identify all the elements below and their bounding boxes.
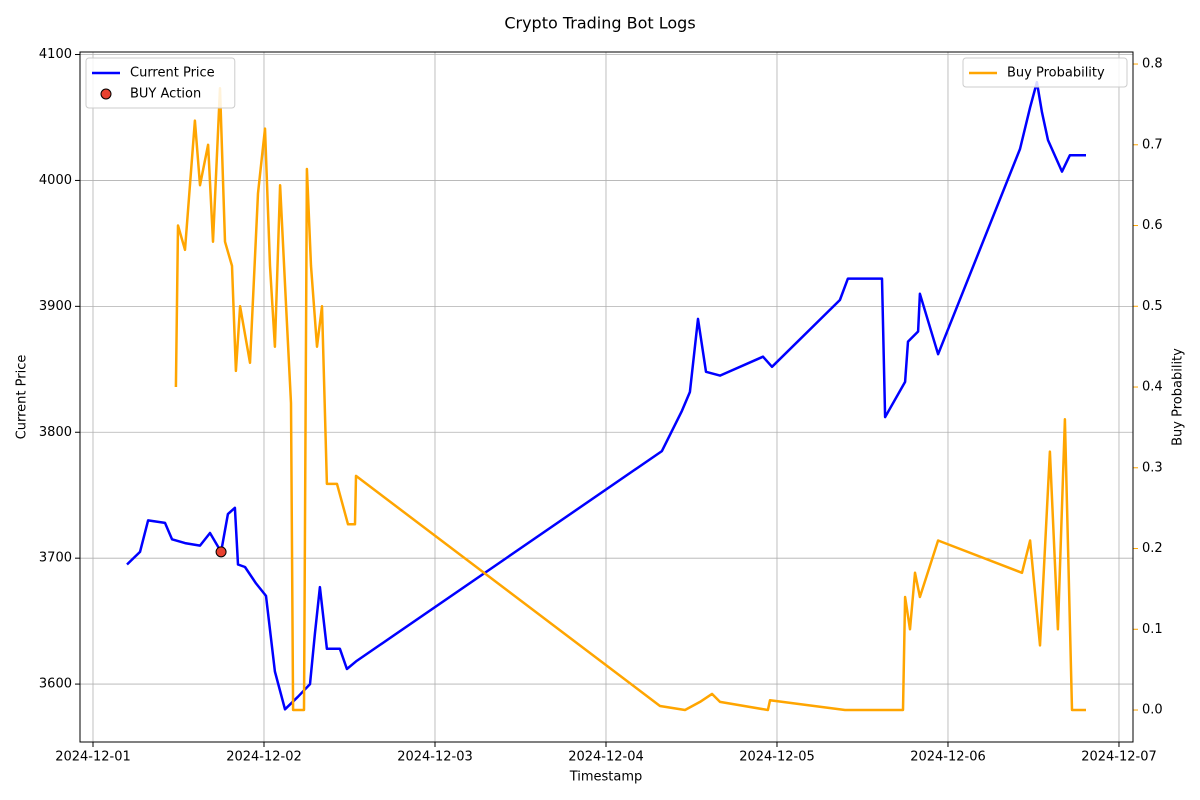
y2-axis-label: Buy Probability [1171, 348, 1186, 446]
y-tick-label: 4000 [39, 173, 72, 188]
y2-tick-label: 0.3 [1142, 460, 1163, 475]
y2-tick-label: 0.8 [1142, 57, 1163, 72]
legend-marker [100, 88, 112, 100]
x-tick-label: 2024-12-07 [1081, 750, 1157, 765]
chart-title: Crypto Trading Bot Logs [504, 14, 695, 33]
legend-label: Current Price [130, 66, 215, 81]
data-point [215, 546, 227, 558]
y2-tick-label: 0.2 [1142, 541, 1163, 556]
x-tick-label: 2024-12-01 [55, 750, 131, 765]
x-tick-label: 2024-12-05 [739, 750, 815, 765]
x-tick-label: 2024-12-06 [910, 750, 986, 765]
y2-tick-label: 0.5 [1142, 299, 1163, 314]
legend-label: Buy Probability [1007, 66, 1105, 81]
y-tick-label: 3600 [39, 677, 72, 692]
y2-tick-label: 0.7 [1142, 137, 1163, 152]
x-axis-label: Timestamp [569, 770, 643, 785]
legend-box [85, 57, 236, 109]
y-tick-label: 3800 [39, 425, 72, 440]
y2-tick-label: 0.0 [1142, 703, 1163, 718]
legend-label: BUY Action [130, 87, 201, 102]
plot-frame [79, 51, 1134, 743]
x-tick-label: 2024-12-03 [397, 750, 473, 765]
y-axis-label: Current Price [15, 355, 30, 440]
x-tick-label: 2024-12-02 [226, 750, 302, 765]
data-line [174, 87, 1086, 712]
y2-tick-label: 0.1 [1142, 622, 1163, 637]
legend-box [962, 57, 1128, 88]
data-line [126, 80, 1086, 711]
y-tick-label: 4100 [39, 47, 72, 62]
y2-tick-label: 0.6 [1142, 218, 1163, 233]
y-tick-label: 3700 [39, 551, 72, 566]
y-tick-label: 3900 [39, 299, 72, 314]
y2-tick-label: 0.4 [1142, 380, 1163, 395]
x-tick-label: 2024-12-04 [568, 750, 644, 765]
